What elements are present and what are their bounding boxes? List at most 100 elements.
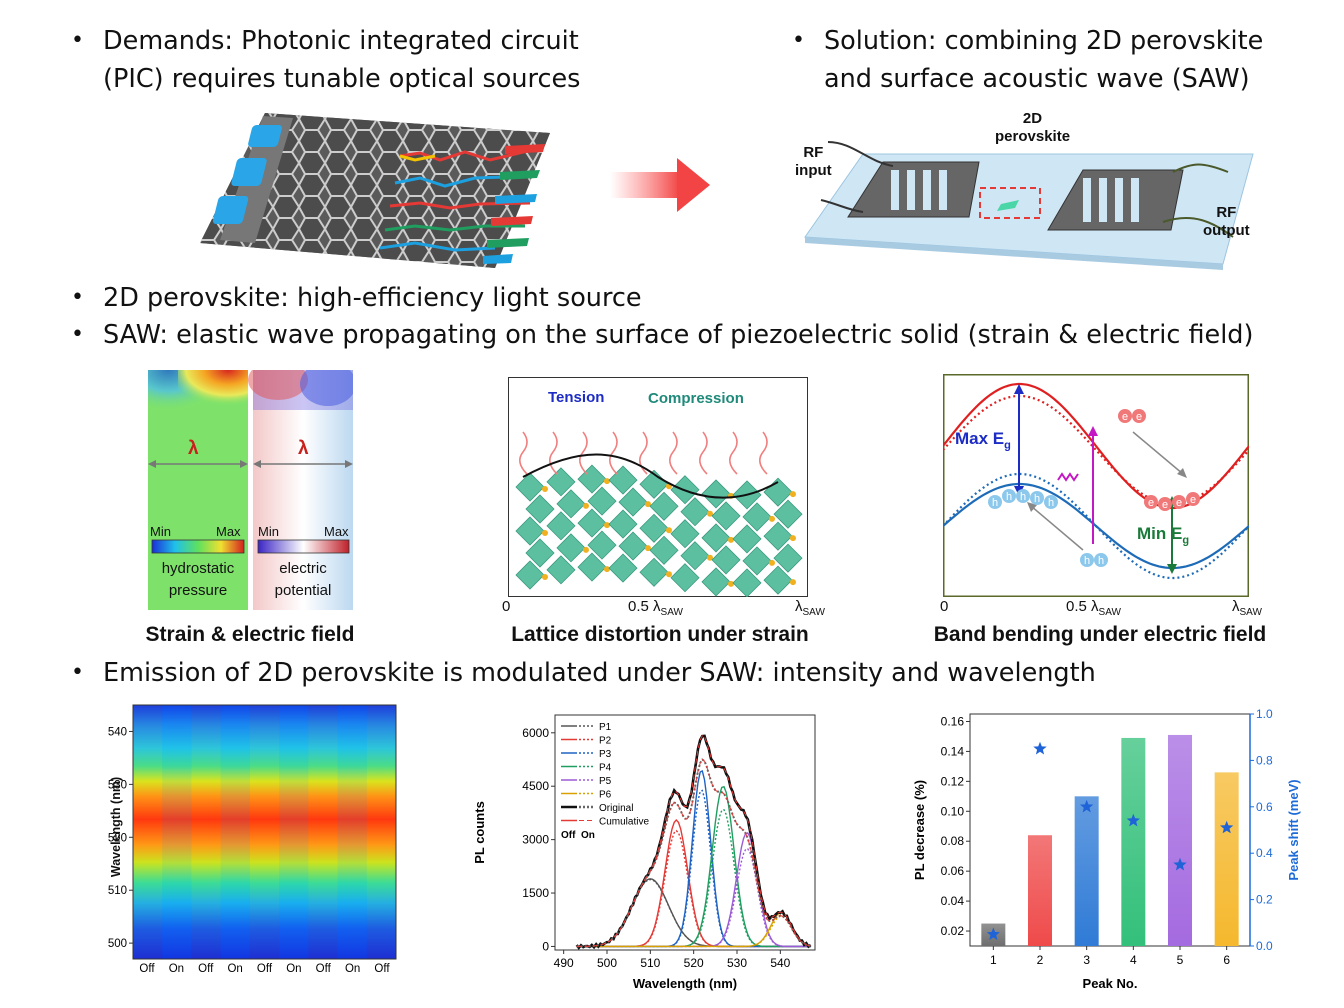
bar-ytick-right-label: 0.6	[1256, 800, 1273, 814]
perovskite-box	[979, 187, 1041, 219]
heatmap-panel: 540 530 520 510 500 Off On Off On Off On Off On Off …	[80, 700, 410, 985]
cation-arrow	[666, 571, 672, 578]
heatmap-xtick-label: On	[227, 963, 242, 975]
electron	[1132, 409, 1146, 423]
hole-label: h	[1084, 555, 1090, 567]
perovskite-text: 2D perovskite: high-efficiency light sou…	[103, 283, 642, 313]
tension-label: Tension	[548, 389, 605, 406]
rf-output-label: RF output	[1203, 204, 1250, 240]
octahedron	[649, 491, 679, 521]
heatmap-xtick-label: On	[345, 963, 360, 975]
heatmap-off-segment	[366, 705, 396, 959]
bar-ytick-right-label: 0.8	[1256, 753, 1273, 767]
heatmap-ytick-label: 510	[108, 885, 127, 897]
heatmap-off-segment	[133, 705, 163, 959]
bar-ytick-label: 0.10	[941, 804, 965, 818]
left-min: Min	[150, 524, 171, 539]
pl-xtick-label: 500	[597, 956, 617, 970]
octahedron	[732, 524, 762, 554]
octahedron	[773, 499, 803, 529]
perovskite-label: 2D perovskite	[995, 110, 1070, 146]
hole-label: h	[992, 497, 998, 509]
emission-text: Emission of 2D perovskite is modulated u…	[103, 658, 1096, 688]
octahedron	[742, 502, 772, 532]
cation-arrow	[666, 527, 672, 534]
bar-ylabel-right: Peak shift (meV)	[1286, 779, 1301, 880]
bullet-saw: • SAW: elastic wave propagating on the s…	[71, 316, 1254, 354]
octahedron	[763, 565, 793, 595]
hole	[1080, 553, 1094, 567]
octahedron	[546, 555, 576, 585]
hole	[1030, 491, 1044, 505]
pl-legend-off: Off	[561, 830, 576, 841]
octahedron	[701, 523, 731, 553]
electron-label: e	[1162, 499, 1168, 511]
cation-arrow	[645, 501, 651, 508]
bar-peak-3	[1074, 796, 1099, 946]
cation-arrow	[542, 530, 548, 536]
electron	[1172, 495, 1186, 509]
octahedron	[701, 567, 731, 597]
octahedron	[618, 487, 648, 517]
hole	[1044, 495, 1058, 509]
octahedron	[608, 553, 638, 583]
heatmap-off-segment	[191, 705, 221, 959]
bar-xtick-label: 6	[1223, 953, 1230, 967]
heat-wave-icon	[669, 431, 678, 475]
bar-peak-4	[1121, 737, 1146, 946]
bar-peak-5	[1168, 734, 1192, 946]
heatmap-xtick-label: Off	[316, 963, 332, 975]
cation-arrow	[728, 580, 734, 587]
octahedron	[670, 563, 700, 593]
pl-ylabel: PL counts	[472, 801, 487, 864]
band-tick-0: 0	[940, 598, 949, 615]
strain-caption: Strain & electric field	[145, 623, 355, 646]
idt-right	[1047, 169, 1184, 231]
heatmap-xtick-label: Off	[198, 963, 214, 975]
heat-wave-icon	[549, 431, 558, 475]
hole-label: h	[1048, 497, 1054, 509]
octahedron	[670, 519, 700, 549]
octahedron	[525, 538, 555, 568]
left-label-2: pressure	[168, 582, 228, 599]
bar-xtick-label: 5	[1177, 953, 1184, 967]
bar-ylabel: PL decrease (%)	[912, 780, 927, 880]
bullet-symbol: •	[71, 660, 84, 685]
pl-ytick-label: 6000	[522, 726, 549, 740]
octahedron	[680, 497, 710, 527]
lattice-tick-0: 0	[502, 598, 511, 615]
heatmap-off-segment	[249, 705, 280, 959]
pl-legend-label: P1	[599, 722, 612, 733]
pic-chip-illustration	[200, 113, 550, 268]
saw-text: SAW: elastic wave propagating on the sur…	[103, 320, 1254, 350]
octahedron	[587, 530, 617, 560]
chip-pad	[231, 158, 267, 186]
cation-arrow	[645, 545, 651, 552]
pl-cumulative-on	[576, 758, 811, 947]
octahedron	[577, 552, 607, 582]
heat-wave-icon	[699, 431, 708, 475]
heatmap-ytick-label: 540	[108, 726, 127, 738]
pl-ytick-label: 1500	[522, 886, 549, 900]
bar-xtick-label: 4	[1130, 953, 1137, 967]
cation-arrow	[542, 574, 548, 580]
pl-xtick-label: 520	[684, 956, 704, 970]
bar-ytick-label: 0.04	[941, 894, 965, 908]
shift-star-5	[1173, 857, 1187, 871]
band-tick-half: 0.5 λSAW	[1066, 598, 1121, 618]
right-label-1: electric	[279, 560, 327, 577]
bullet-symbol: •	[71, 322, 84, 347]
octahedron	[711, 545, 741, 575]
octahedron	[515, 560, 545, 590]
bar-plot-area	[969, 713, 1251, 947]
rf-output-line-2: output	[1203, 222, 1250, 239]
left-label-1: hydrostatic	[161, 560, 235, 577]
idt-left	[847, 161, 980, 218]
cation-arrow	[707, 510, 713, 517]
bullet-demands: • Demands: Photonic integrated circuit (…	[71, 22, 580, 98]
pl-legend: P1 P2 P3 P4 P5 P6 Original Cumulative Off On	[561, 722, 649, 841]
chip-pad	[248, 125, 282, 147]
pl-legend-on: On	[581, 830, 595, 841]
pl-spectrum-chart: 490 500 510 520 530 540 0 1500 3000 4500 6000 Wavel…	[472, 714, 816, 991]
lattice-caption: Lattice distortion under strain	[511, 623, 809, 646]
